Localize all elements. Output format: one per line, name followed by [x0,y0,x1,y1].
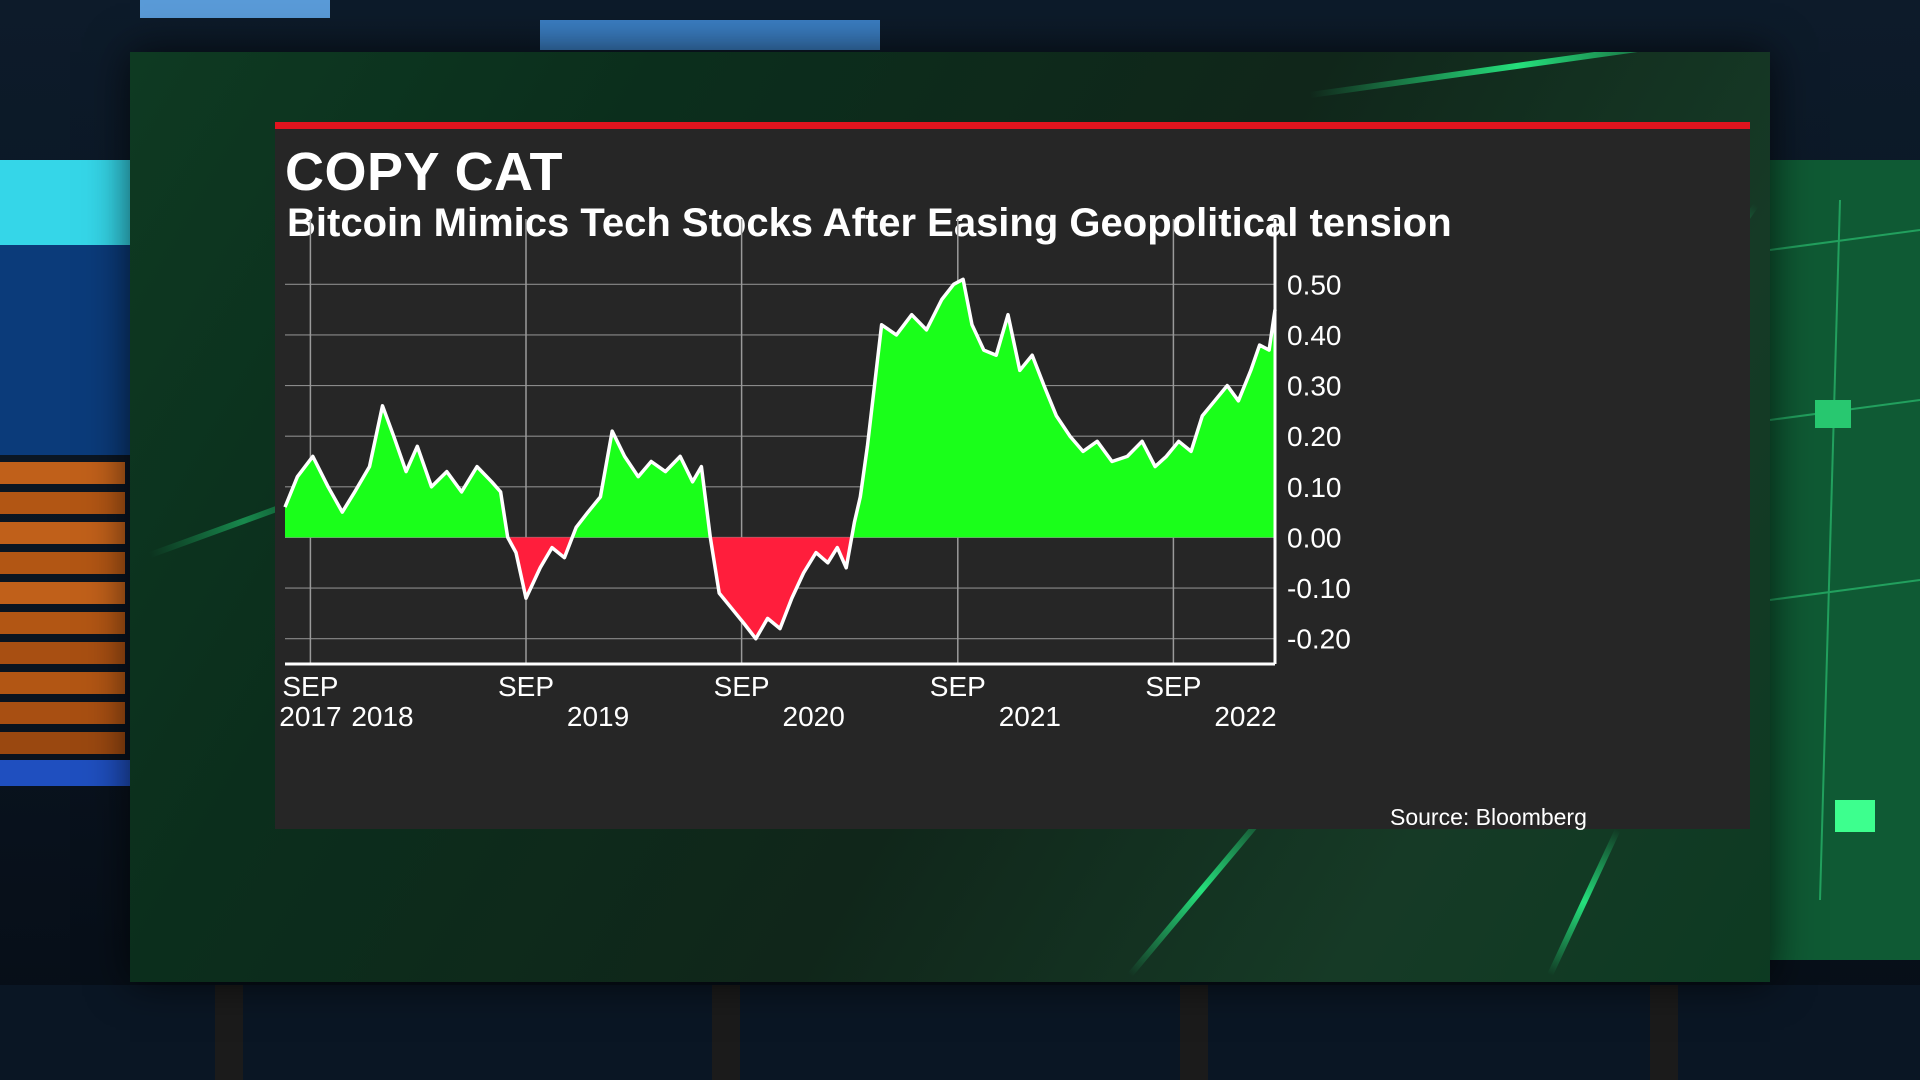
y-tick-label: 0.30 [1287,371,1342,402]
studio-right-square-b [1835,800,1875,832]
chart-panel: COPY CAT Bitcoin Mimics Tech Stocks Afte… [275,122,1750,830]
y-tick-label: -0.10 [1287,573,1351,604]
x-tick-label: SEP [282,671,338,702]
studio-right-square-a [1815,400,1851,428]
studio-stand-left [215,985,243,1080]
studio-orange-slats [0,462,125,754]
studio-ceiling-light-right [540,20,880,50]
y-tick-label: 0.50 [1287,269,1342,300]
chart-title: COPY CAT [285,142,564,202]
x-tick-label: 2021 [999,701,1061,732]
x-tick-label: SEP [714,671,770,702]
x-tick-label: 2022 [1214,701,1276,732]
x-tick-label: 2019 [567,701,629,732]
studio-blue-floor-band [0,760,130,786]
positive-area [851,279,1275,538]
y-tick-label: 0.10 [1287,472,1342,503]
studio-stand-right [1180,985,1208,1080]
light-streak [1309,52,1727,98]
x-tick-label: 2018 [351,701,413,732]
area-chart: 0.500.400.300.200.100.00-0.10-0.20 SEP20… [279,219,1351,732]
chart-axes [285,219,1277,666]
light-streak [1127,804,1274,977]
negative-area [710,537,852,639]
studio-floor [0,985,1920,1080]
x-tick-label: 2020 [783,701,845,732]
y-tick-label: 0.00 [1287,522,1342,553]
light-streak [1547,828,1621,977]
x-tick-label: SEP [498,671,554,702]
y-tick-label: 0.40 [1287,320,1342,351]
source-note: Source: Bloomberg [1390,804,1587,830]
studio-cyan-panel [0,160,130,245]
positive-area [572,431,711,538]
x-tick-label: SEP [930,671,986,702]
x-tick-label: 2017 [279,701,341,732]
chart-series-line [283,277,1277,641]
positive-area [285,405,508,538]
studio-right-screen [1770,160,1920,960]
studio-blue-band [0,245,130,455]
y-tick-labels: 0.50 0.40 0.30 0.20 0.10 0.00 -0.10 -0.20 [1287,269,1351,654]
studio-ceiling-light-left [140,0,330,18]
studio-stand-mid [712,985,740,1080]
y-tick-label: -0.20 [1287,624,1351,655]
y-tick-label: 0.20 [1287,421,1342,452]
chart-area-fills [285,279,1275,639]
chart-subtitle: Bitcoin Mimics Tech Stocks After Easing … [287,201,1452,245]
x-tick-label: SEP [1145,671,1201,702]
studio-stand-far-right [1650,985,1678,1080]
series-line [283,277,1277,641]
